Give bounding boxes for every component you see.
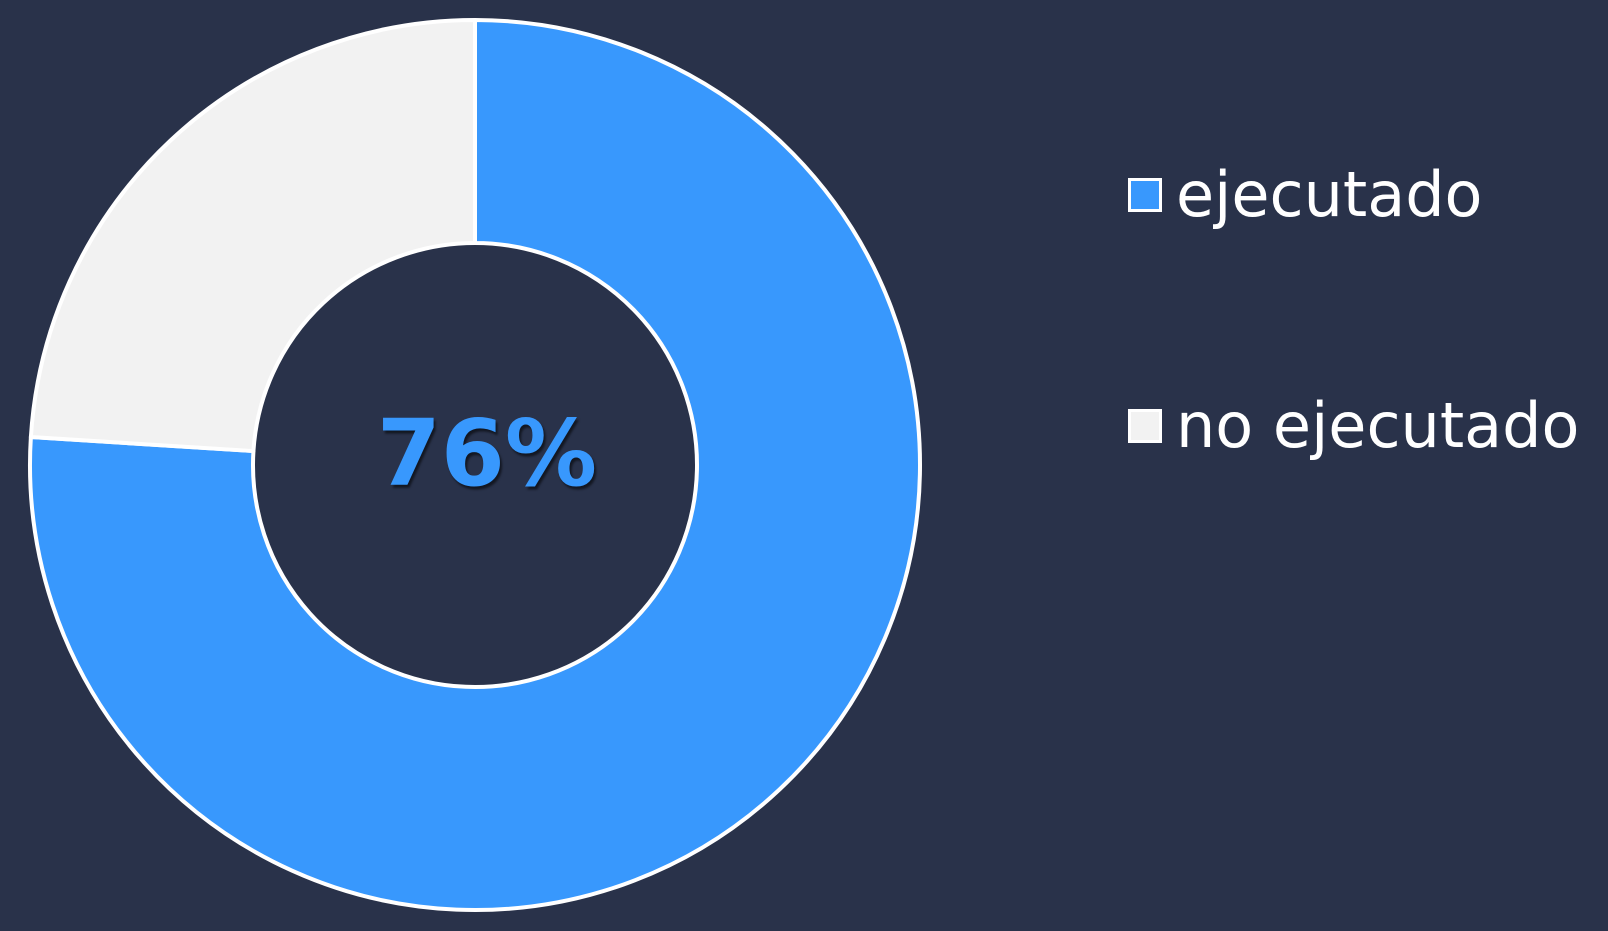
center-percentage-label: 76% [376, 400, 598, 507]
legend-item-no-ejecutado[interactable]: no ejecutado [1128, 391, 1579, 461]
legend-label-no-ejecutado: no ejecutado [1176, 389, 1580, 462]
legend-swatch-ejecutado [1128, 178, 1162, 212]
donut-slice-no-ejecutado[interactable] [28, 18, 477, 454]
legend-item-ejecutado[interactable]: ejecutado [1128, 160, 1579, 230]
donut-slice-ejecutado[interactable] [28, 18, 922, 912]
donut-chart [28, 18, 922, 912]
legend-label-ejecutado: ejecutado [1176, 158, 1483, 231]
legend-swatch-no-ejecutado [1128, 409, 1162, 443]
legend: ejecutado no ejecutado [1128, 160, 1579, 461]
